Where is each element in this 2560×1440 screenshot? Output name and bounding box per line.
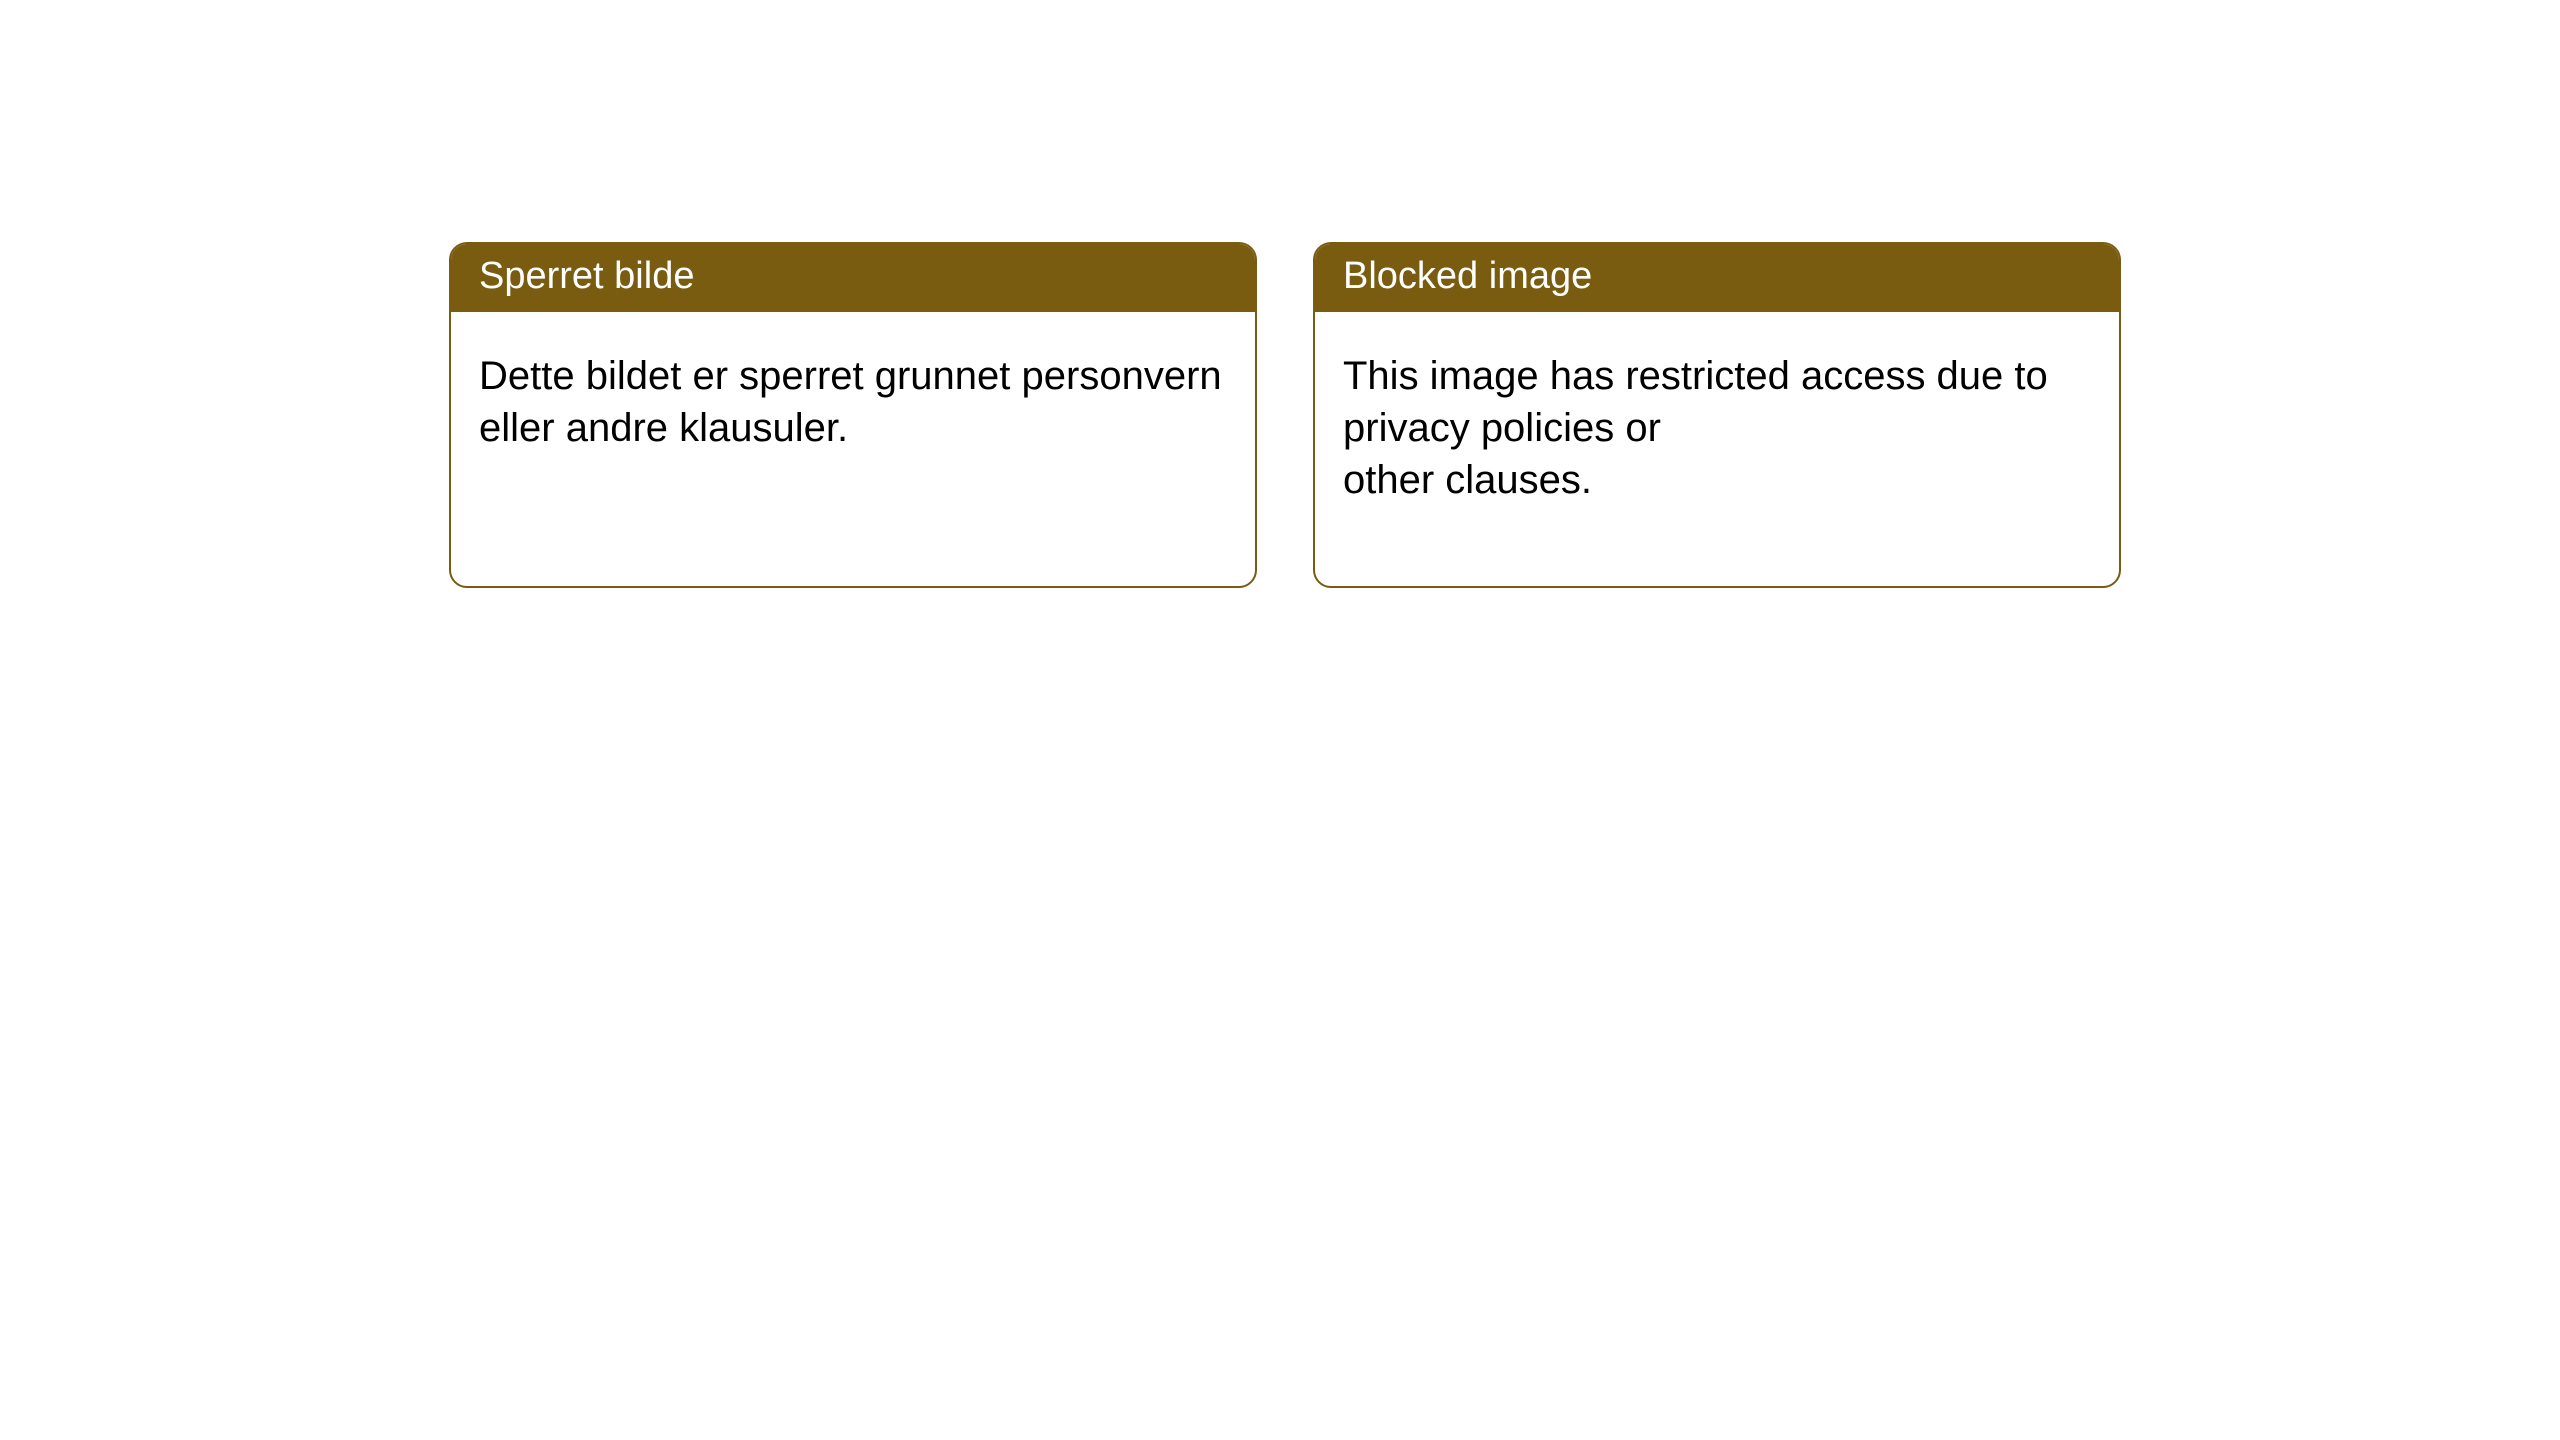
card-body: Dette bildet er sperret grunnet personve… — [451, 312, 1255, 534]
blocked-image-card-en: Blocked image This image has restricted … — [1313, 242, 2121, 588]
card-header: Blocked image — [1315, 244, 2119, 312]
blocked-image-card-no: Sperret bilde Dette bildet er sperret gr… — [449, 242, 1257, 588]
notice-container: Sperret bilde Dette bildet er sperret gr… — [0, 0, 2560, 588]
card-body: This image has restricted access due to … — [1315, 312, 2119, 586]
card-header: Sperret bilde — [451, 244, 1255, 312]
